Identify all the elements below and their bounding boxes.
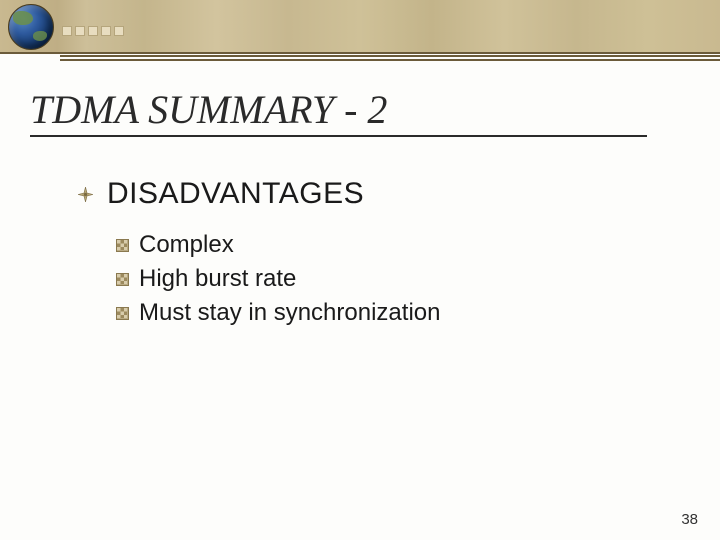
content-heading: DISADVANTAGES [107,177,364,211]
slide-banner [0,0,720,54]
list-item: Must stay in synchronization [116,299,720,327]
page-number: 38 [681,511,698,528]
list-item-text: Must stay in synchronization [139,299,440,327]
slide-title: TDMA SUMMARY - 2 [30,86,647,137]
slide-content: DISADVANTAGES Complex High burst rate Mu… [78,177,720,327]
content-items: Complex High burst rate Must stay in syn… [116,231,720,327]
list-item-text: Complex [139,231,234,259]
compass-bullet-icon [78,187,93,202]
checker-bullet-icon [116,239,129,252]
list-item: Complex [116,231,720,259]
decorative-squares [62,26,124,36]
content-heading-row: DISADVANTAGES [78,177,720,211]
checker-bullet-icon [116,307,129,320]
checker-bullet-icon [116,273,129,286]
list-item: High burst rate [116,265,720,293]
list-item-text: High burst rate [139,265,296,293]
globe-icon [8,4,54,50]
